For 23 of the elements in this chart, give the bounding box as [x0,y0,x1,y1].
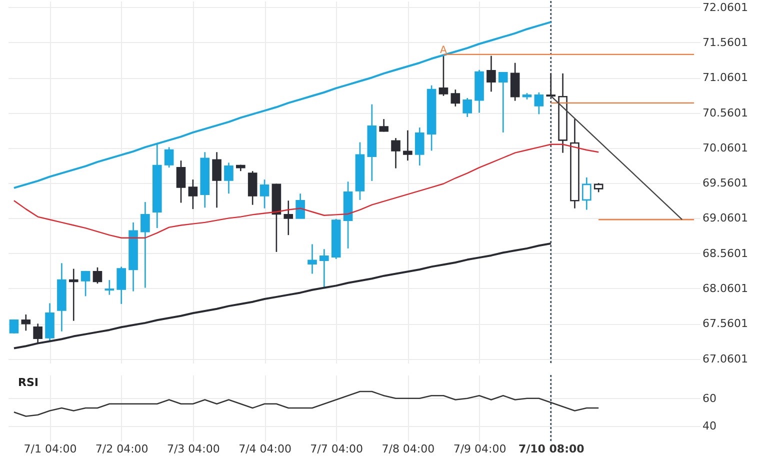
y-tick-label: 68.0601 [702,282,748,295]
y-tick-label: 60 [702,392,716,405]
chart-title: RSI [18,376,38,389]
y-tick-label: 67.5601 [702,317,748,330]
y-tick-label: 70.5601 [702,106,748,120]
y-tick-label: 68.5601 [702,246,748,260]
x-tick-label: 7/10 08:00 [518,442,585,456]
x-tick-label: 7/4 04:00 [238,442,292,456]
x-tick-label: 7/1 04:00 [24,442,77,456]
annotation: A [440,44,448,56]
y-tick-label: 72.0601 [702,0,748,14]
y-tick-label: 69.0601 [702,212,748,225]
y-tick-label: 70.0601 [702,141,748,154]
y-tick-label: 69.5601 [702,176,748,190]
x-tick-label: 7/3 04:00 [166,442,220,456]
x-tick-label: 7/7 04:00 [310,442,364,456]
y-tick-label: 71.0601 [702,71,748,84]
x-tick-label: 7/2 04:00 [95,442,148,456]
x-tick-label: 7/8 04:00 [382,442,435,456]
y-tick-label: 67.0601 [702,352,748,366]
y-tick-label: 40 [702,419,716,432]
x-tick-label: 7/9 04:00 [453,442,506,456]
y-tick-label: 71.5601 [702,36,748,49]
